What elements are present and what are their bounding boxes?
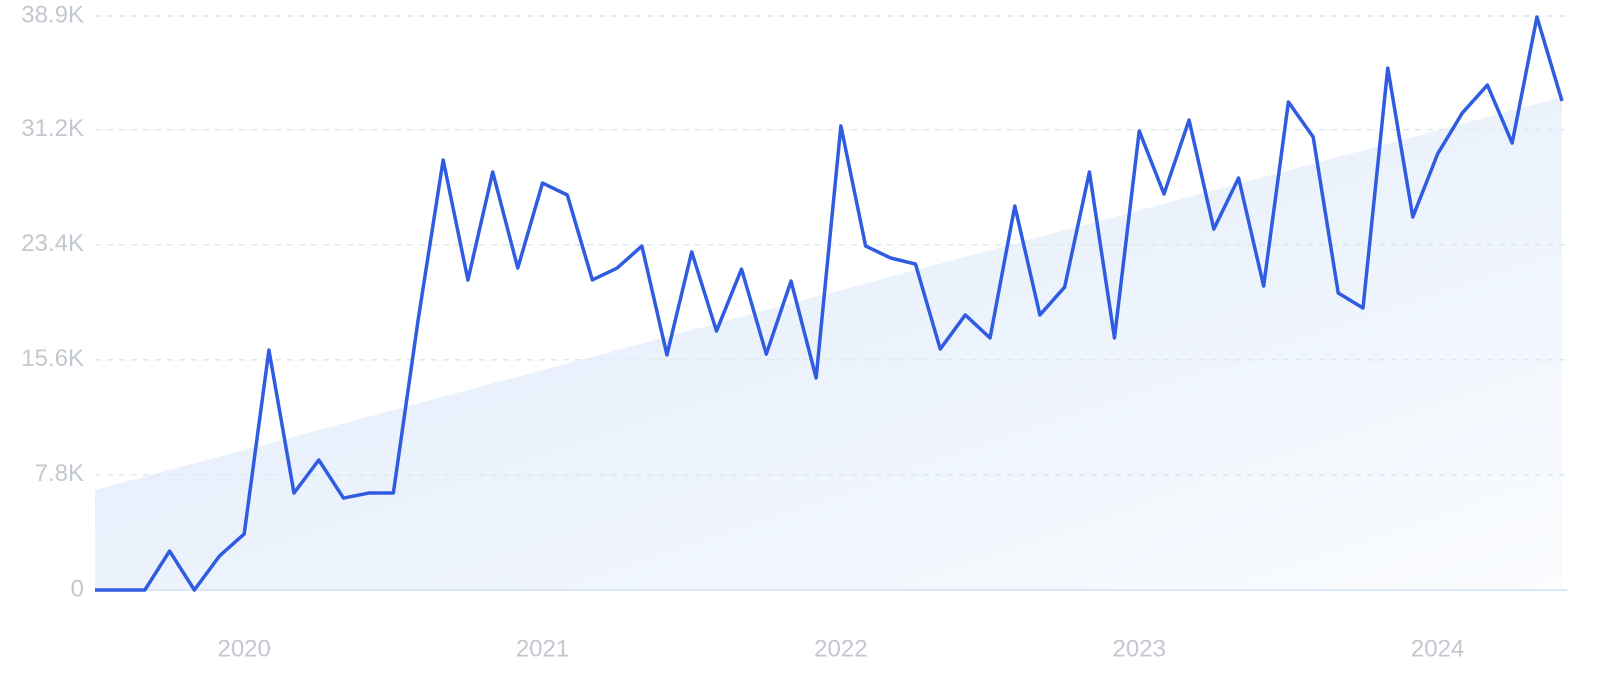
x-tick-label: 2021 bbox=[516, 635, 569, 662]
x-tick-label: 2022 bbox=[814, 635, 867, 662]
y-tick-label: 38.9K bbox=[21, 1, 84, 28]
y-tick-label: 31.2K bbox=[21, 115, 84, 142]
trend-area bbox=[95, 97, 1562, 591]
x-tick-label: 2020 bbox=[217, 635, 270, 662]
y-tick-label: 23.4K bbox=[21, 230, 84, 257]
x-tick-label: 2024 bbox=[1411, 635, 1464, 662]
y-tick-label: 15.6K bbox=[21, 345, 84, 372]
y-tick-label: 0 bbox=[71, 575, 84, 602]
data-line bbox=[95, 15, 1564, 592]
x-tick-label: 2023 bbox=[1113, 635, 1166, 662]
y-tick-label: 7.8K bbox=[35, 460, 84, 487]
